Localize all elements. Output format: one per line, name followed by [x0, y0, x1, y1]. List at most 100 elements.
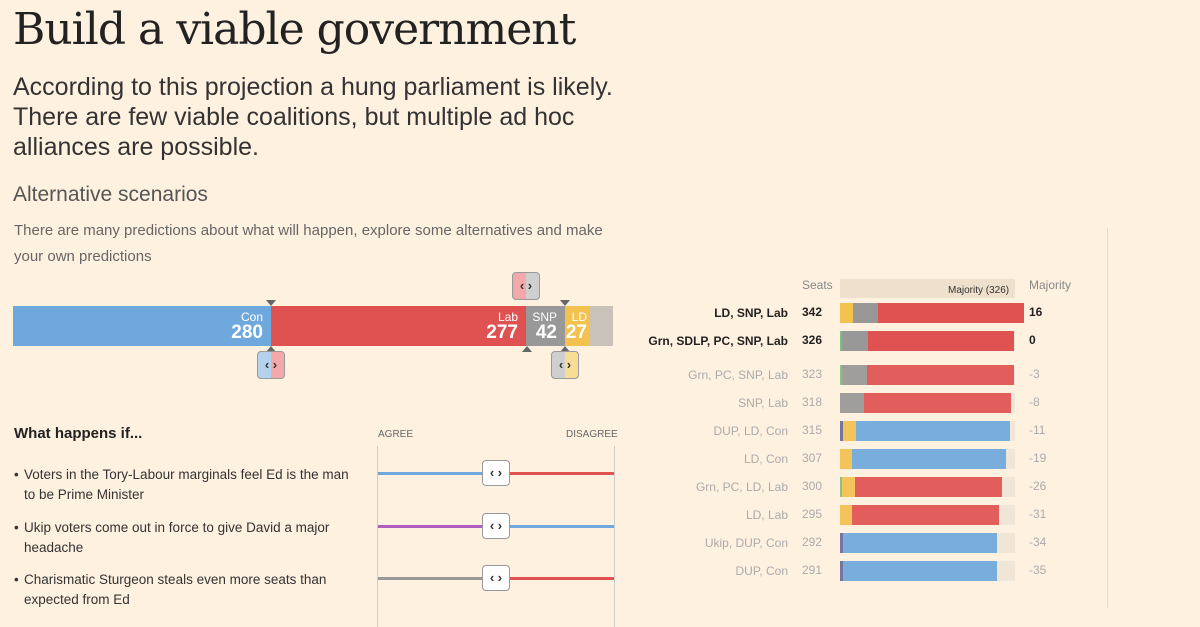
question-slider-handle[interactable]: ‹ › [482, 460, 510, 486]
coalition-seats: 342 [802, 305, 823, 319]
snp-ld-drag-handle[interactable]: ‹ › [551, 351, 579, 379]
coalition-segment-grn [840, 331, 842, 351]
question-slider-handle[interactable]: ‹ › [482, 513, 510, 539]
coalition-majority: -8 [1029, 395, 1040, 409]
boundary-marker-bottom-icon [522, 346, 532, 352]
coalition-majority: -11 [1029, 423, 1046, 437]
coalition-bar[interactable] [840, 477, 1002, 497]
coalition-segment-con [852, 449, 1006, 469]
slider-track-disagree [496, 577, 614, 580]
coalition-name: LD, Lab [745, 508, 788, 522]
coalition-bar[interactable] [840, 365, 1014, 385]
questions-heading: What happens if... [14, 425, 143, 442]
coalition-seats: 300 [802, 479, 823, 493]
lede: According to this projection a hung parl… [13, 73, 613, 161]
coalition-segment-con [856, 421, 1010, 441]
section-subhead: Alternative scenarios [13, 183, 208, 206]
coalition-seats: 315 [802, 423, 823, 437]
seat-segment-con: Con 280 [13, 306, 271, 346]
coalition-segment-con [843, 561, 997, 581]
coalition-majority: -31 [1029, 507, 1047, 521]
coalition-segment-dup [840, 533, 843, 553]
coalition-segment-snp [840, 393, 864, 413]
coalition-name: SNP, Lab [738, 396, 788, 410]
lab-snp-drag-handle[interactable]: ‹ › [512, 272, 540, 300]
coalition-bar[interactable] [840, 449, 1006, 469]
page-title: Build a viable government [13, 4, 576, 55]
coalition-segment-ld [840, 303, 853, 323]
coalition-bar[interactable] [840, 533, 997, 553]
con-lab-drag-handle[interactable]: ‹ › [257, 351, 285, 379]
coalition-segment-ld [842, 477, 855, 497]
coalition-segment-ld [840, 449, 852, 469]
seat-segment-snp: SNP 42 [526, 306, 565, 346]
seats-column-header: Seats [802, 278, 833, 292]
seat-segment-lab: Lab 277 [271, 306, 526, 346]
coalition-majority: -35 [1029, 563, 1047, 577]
coalition-bar[interactable] [840, 331, 1014, 351]
coalition-segment-lab [878, 303, 1024, 323]
party-seats-lab: 277 [486, 322, 518, 343]
boundary-marker-bottom-icon [560, 346, 570, 352]
coalition-seats: 318 [802, 395, 823, 409]
coalition-segment-ld [840, 505, 852, 525]
coalition-majority: -34 [1029, 535, 1047, 549]
slider-track-agree [378, 472, 496, 475]
coalition-segment-snp [842, 331, 868, 351]
coalition-bar[interactable] [840, 421, 1010, 441]
majority-threshold-label: Majority (326) [948, 285, 1010, 296]
coalition-name: LD, Con [743, 452, 788, 466]
coalition-segment-snp [853, 303, 878, 323]
coalition-name: Ukip, DUP, Con [704, 536, 788, 550]
coalition-majority: -26 [1029, 479, 1047, 493]
coalition-majority: -3 [1029, 367, 1040, 381]
coalition-name: DUP, Con [735, 564, 788, 578]
coalition-bar[interactable] [840, 505, 999, 525]
coalition-segment-lab [867, 365, 1014, 385]
coalition-segment-dup [840, 421, 843, 441]
party-label-ld: LD [571, 310, 587, 324]
slider-track-disagree [496, 525, 614, 528]
coalition-segment-lab [868, 331, 1014, 351]
seat-segment-others [590, 306, 613, 346]
coalition-segment-dup [840, 561, 843, 581]
coalition-name: DUP, LD, Con [713, 424, 788, 438]
boundary-marker-top-icon [266, 300, 276, 306]
agree-label: AGREE [378, 429, 414, 440]
coalition-segment-con [843, 533, 997, 553]
coalition-name: Grn, SDLP, PC, SNP, Lab [648, 334, 788, 348]
seat-segment-ld: LD 27 [565, 306, 590, 346]
coalition-bar[interactable] [840, 393, 1011, 413]
boundary-marker-bottom-icon [266, 346, 276, 352]
slider-axis-left [377, 446, 378, 627]
coalition-segment-lab [852, 505, 999, 525]
slider-track-disagree [496, 472, 614, 475]
coalition-bar[interactable] [840, 561, 997, 581]
seat-projection-bar: Con 280 Lab 277 SNP 42 LD 27 [13, 306, 613, 346]
party-label-lab: Lab [497, 310, 518, 324]
question-item: Voters in the Tory-Labour marginals feel… [14, 465, 354, 505]
coalition-segment-lab [855, 477, 1002, 497]
slider-track-agree [378, 525, 496, 528]
coalition-seats: 292 [802, 535, 823, 549]
section-description: There are many predictions about what wi… [14, 222, 603, 265]
coalition-seats: 323 [802, 367, 823, 381]
coalition-majority: 16 [1029, 305, 1043, 319]
coalition-segment-grn [840, 477, 842, 497]
party-seats-con: 280 [231, 322, 263, 343]
coalition-bar[interactable] [840, 303, 1024, 323]
coalition-name: Grn, PC, SNP, Lab [688, 368, 788, 382]
coalition-majority: -19 [1029, 451, 1047, 465]
coalition-majority: 0 [1029, 333, 1036, 347]
question-slider-handle[interactable]: ‹ › [482, 565, 510, 591]
coalition-seats: 291 [802, 563, 823, 577]
coalition-segment-grn [840, 365, 842, 385]
majority-band [840, 279, 1015, 298]
coalition-segment-lab [864, 393, 1011, 413]
party-seats-ld: 27 [565, 322, 587, 343]
coalition-segment-ld [843, 421, 856, 441]
coalition-name: Grn, PC, LD, Lab [695, 480, 788, 494]
panel-divider [1107, 228, 1108, 608]
majority-column-header: Majority [1029, 278, 1072, 292]
party-seats-snp: 42 [535, 322, 557, 343]
